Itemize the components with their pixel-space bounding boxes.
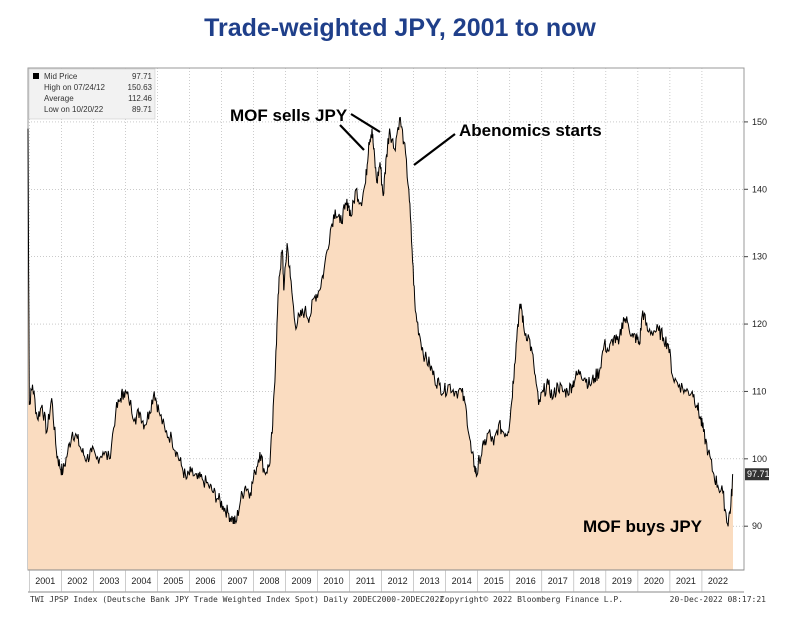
x-tick-label: 2010 bbox=[324, 576, 344, 586]
annotation-abenomics: Abenomics starts bbox=[459, 121, 602, 140]
annotation-arrow bbox=[339, 124, 365, 151]
y-tick-label: 130 bbox=[752, 252, 767, 262]
x-tick-label: 2022 bbox=[708, 576, 728, 586]
x-axis-ticks: 2001 2002 2003 2004 2005 2006 2007 2008 2009 2010… bbox=[28, 569, 744, 593]
x-tick-label: 2006 bbox=[195, 576, 215, 586]
x-tick-label: 2019 bbox=[612, 576, 632, 586]
x-tick-label: 2021 bbox=[676, 576, 696, 586]
chart-title: Trade-weighted JPY, 2001 to now bbox=[204, 14, 596, 42]
last-value-label: 97.71 bbox=[747, 469, 770, 479]
x-tick-label: 2018 bbox=[580, 576, 600, 586]
legend-value: 89.71 bbox=[132, 105, 153, 114]
legend-label: Mid Price bbox=[44, 72, 78, 81]
footer: TWI JPSP Index (Deutsche Bank JPY Trade … bbox=[30, 595, 766, 604]
footer-timestamp: 20-Dec-2022 08:17:21 bbox=[670, 595, 767, 604]
y-tick-label: 140 bbox=[752, 184, 767, 194]
x-tick-label: 2002 bbox=[67, 576, 87, 586]
x-tick-label: 2008 bbox=[259, 576, 279, 586]
legend-box bbox=[28, 68, 156, 120]
x-tick-label: 2020 bbox=[644, 576, 664, 586]
legend-value: 112.46 bbox=[128, 94, 152, 103]
legend-label: Low on 10/20/22 bbox=[44, 105, 104, 114]
legend-value: 97.71 bbox=[132, 72, 153, 81]
y-axis-ticks: 90 100 110 120 130 140 150 bbox=[744, 117, 767, 531]
y-tick-label: 100 bbox=[752, 454, 767, 464]
x-tick-label: 2003 bbox=[99, 576, 119, 586]
legend-swatch bbox=[33, 73, 39, 79]
legend-value: 150.63 bbox=[128, 83, 153, 92]
series-line bbox=[27, 116, 734, 527]
last-value-marker: 97.71 bbox=[745, 468, 770, 481]
y-tick-label: 90 bbox=[752, 521, 762, 531]
last-value-bg bbox=[745, 468, 769, 481]
series-area-fill bbox=[28, 117, 733, 570]
x-tick-label: 2013 bbox=[420, 576, 440, 586]
legend-label: Average bbox=[44, 94, 74, 103]
annotation-arrow bbox=[350, 113, 381, 133]
footer-source: TWI JPSP Index (Deutsche Bank JPY Trade … bbox=[30, 595, 444, 604]
y-tick-label: 120 bbox=[752, 319, 767, 329]
legend-label: High on 07/24/12 bbox=[44, 83, 105, 92]
x-tick-label: 2011 bbox=[356, 576, 375, 586]
y-tick-label: 150 bbox=[752, 117, 767, 127]
y-tick-label: 110 bbox=[752, 386, 766, 396]
annotation-mof-sells: MOF sells JPY bbox=[230, 106, 348, 125]
x-tick-label: 2001 bbox=[35, 576, 55, 586]
x-tick-label: 2007 bbox=[227, 576, 247, 586]
annotation-arrow bbox=[413, 133, 456, 166]
annotations: MOF sells JPY Abenomics starts MOF buys JP… bbox=[230, 106, 703, 536]
footer-copyright: Copyright© 2022 Bloomberg Finance L.P. bbox=[440, 595, 623, 604]
x-tick-label: 2012 bbox=[388, 576, 408, 586]
annotation-mof-buys: MOF buys JPY bbox=[583, 517, 703, 536]
legend: Mid Price 97.71 High on 07/24/12 150.63 Aver… bbox=[28, 68, 156, 120]
x-tick-label: 2014 bbox=[452, 576, 472, 586]
x-tick-label: 2004 bbox=[131, 576, 151, 586]
x-tick-label: 2016 bbox=[516, 576, 536, 586]
x-tick-label: 2017 bbox=[548, 576, 568, 586]
x-tick-label: 2015 bbox=[484, 576, 504, 586]
x-tick-label: 2005 bbox=[163, 576, 183, 586]
x-tick-label: 2009 bbox=[292, 576, 312, 586]
